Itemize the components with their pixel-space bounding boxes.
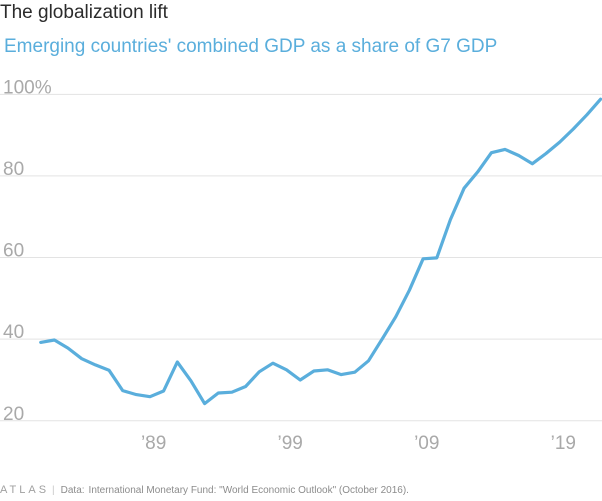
y-tick-label: 20 (3, 404, 24, 425)
series-line (39, 97, 602, 406)
footer-separator: | (52, 484, 55, 496)
y-axis-ticks: 100% 80 60 40 20 (3, 77, 52, 424)
atlas-logo: ATLAS (0, 484, 50, 496)
y-tick-label: 60 (3, 241, 24, 262)
source-label: Data: (60, 484, 85, 496)
series-layer (39, 97, 602, 406)
x-tick-label: ’19 (551, 433, 576, 454)
line-chart: 100% 80 60 40 20 ’89 ’99 ’09 ’19 (0, 77, 602, 454)
footer: ATLAS | Data: International Monetary Fun… (0, 484, 409, 496)
y-tick-label: 100% (3, 77, 52, 98)
y-tick-label: 40 (3, 322, 24, 343)
x-tick-label: ’99 (278, 433, 303, 454)
chart-subtitle: Emerging countries' combined GDP as a sh… (4, 36, 498, 57)
y-tick-label: 80 (3, 159, 24, 180)
x-tick-label: ’89 (141, 433, 166, 454)
source-text: International Monetary Fund: "World Econ… (88, 484, 409, 496)
gridlines (0, 93, 602, 422)
x-tick-label: ’09 (414, 433, 439, 454)
x-axis-ticks: ’89 ’99 ’09 ’19 (141, 433, 576, 454)
chart-title: The globalization lift (0, 2, 168, 23)
